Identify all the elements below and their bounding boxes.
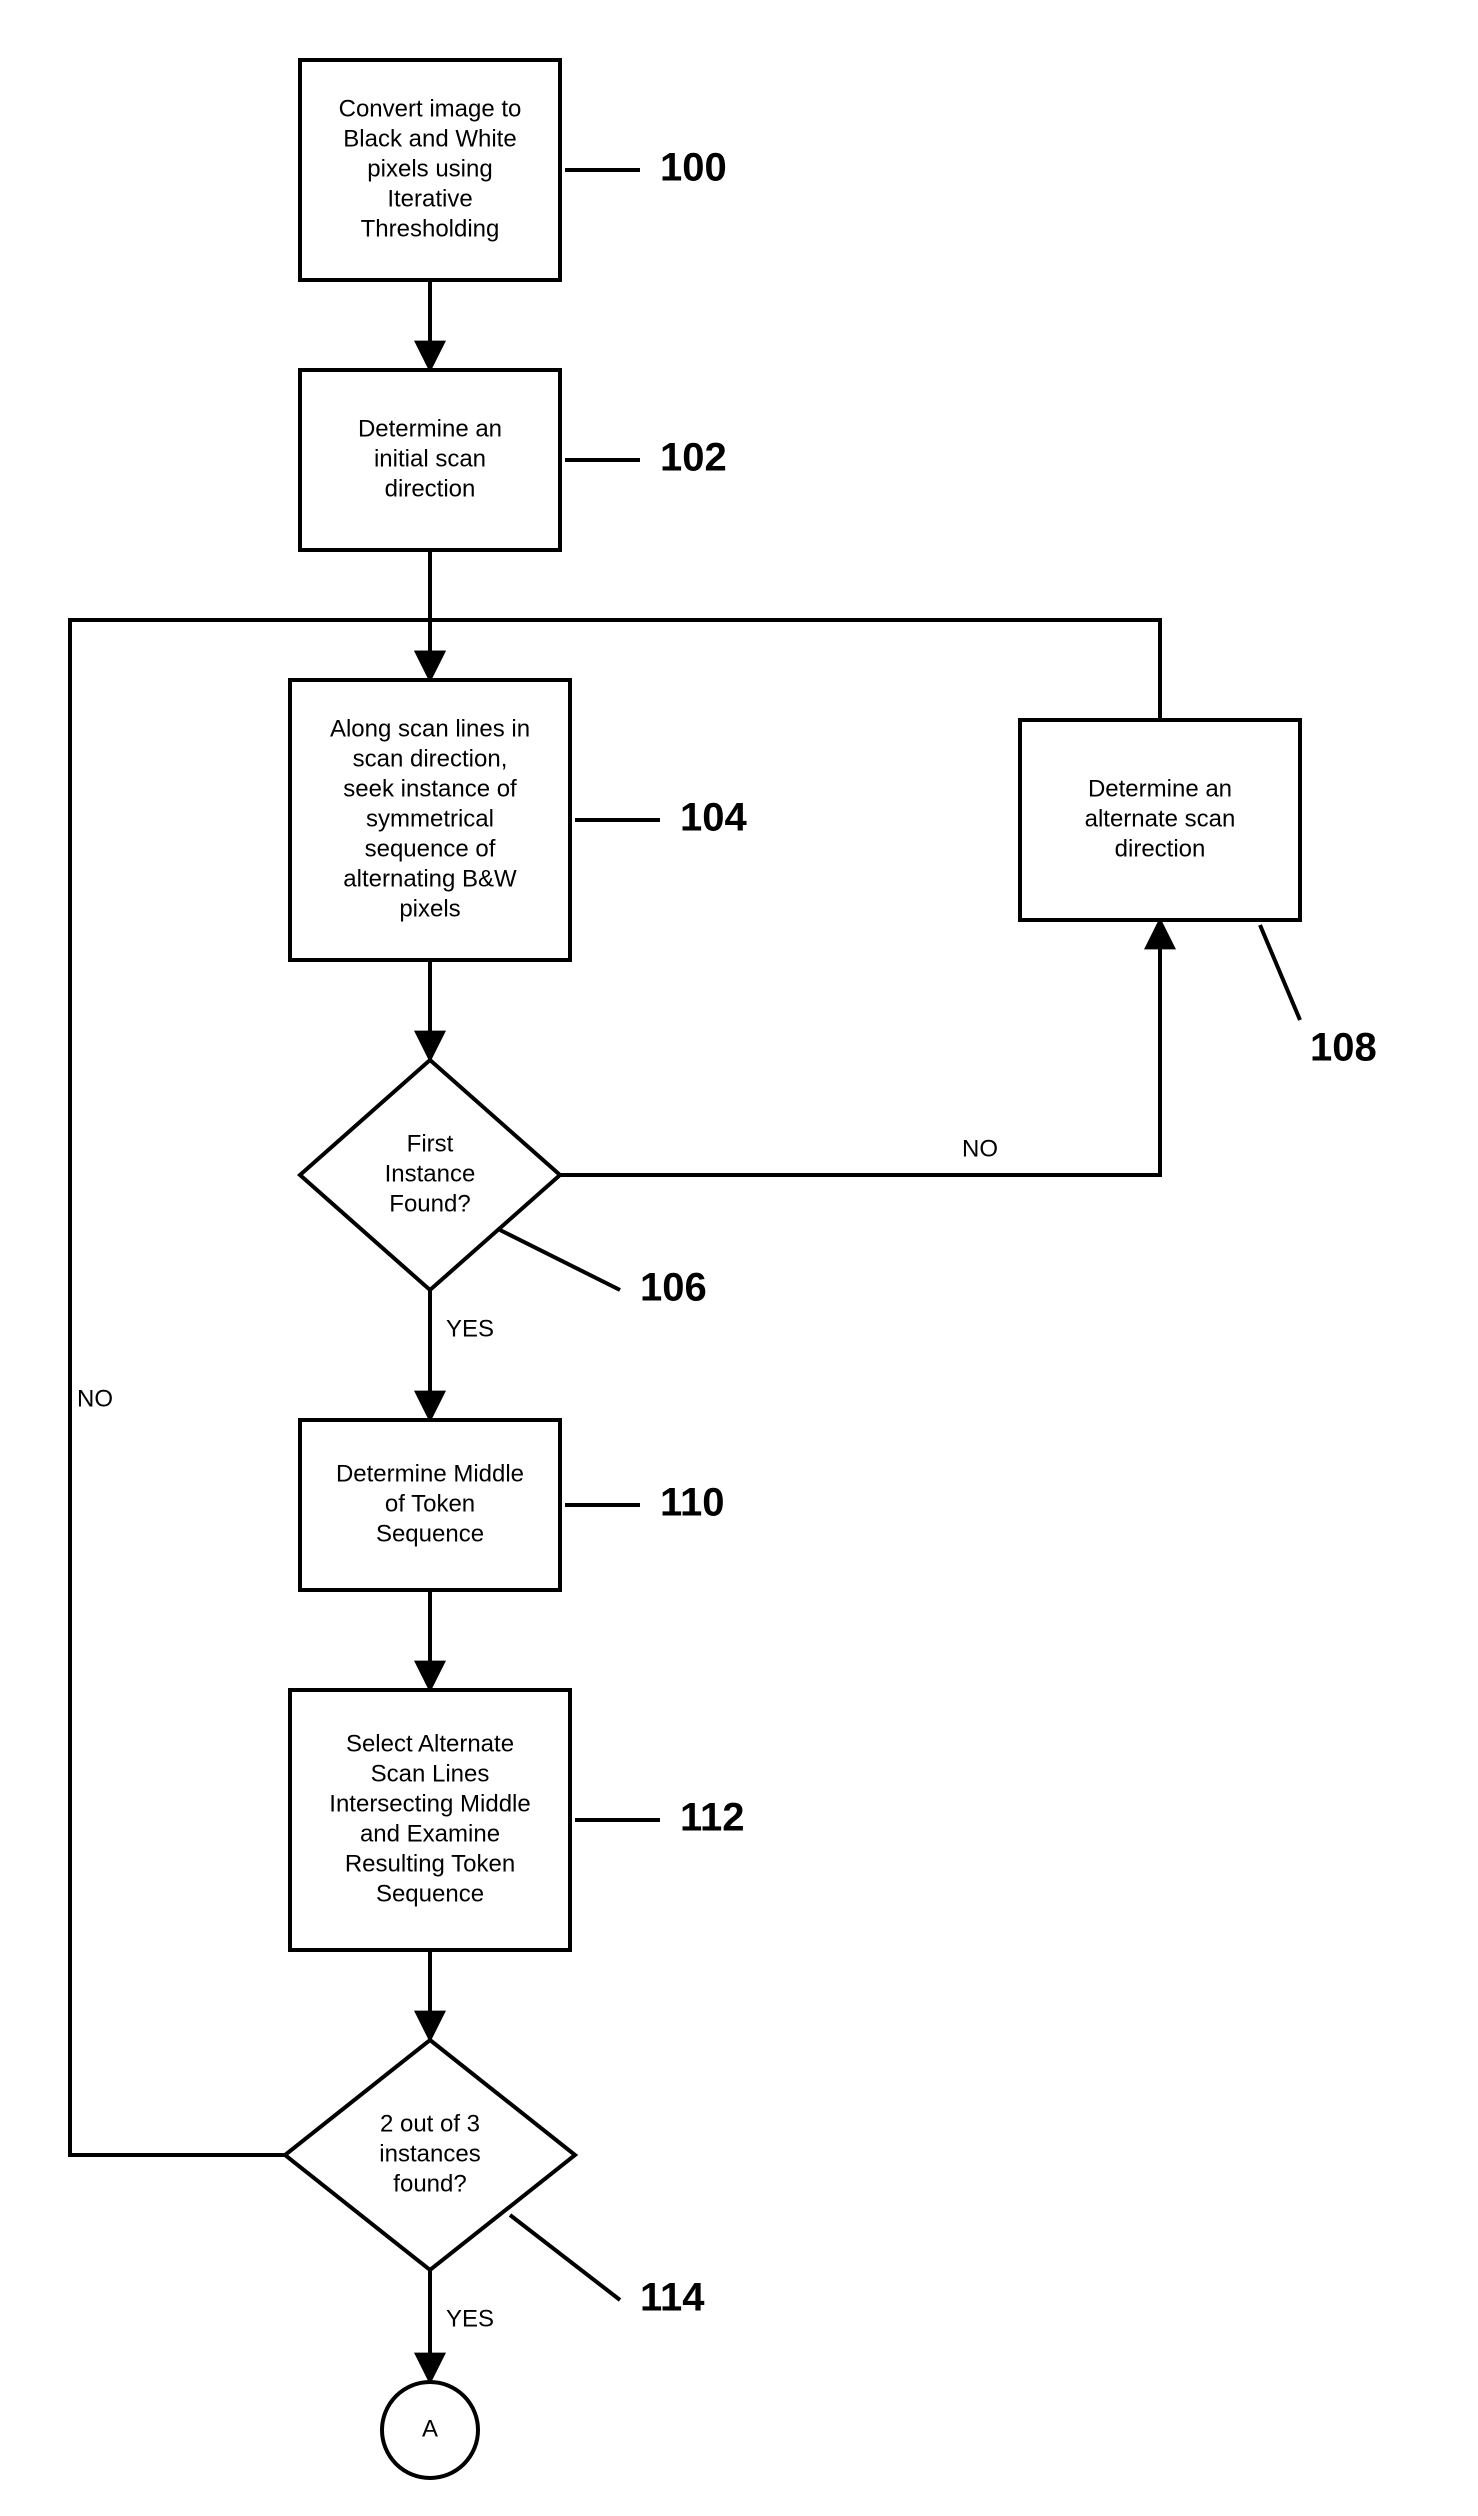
svg-text:Along scan lines in: Along scan lines in — [330, 715, 530, 742]
ref-label-n102: 102 — [660, 436, 727, 480]
node-d106: First Instance Found? 106 — [300, 1060, 707, 1310]
svg-text:initial scan: initial scan — [374, 445, 486, 472]
svg-text:symmetrical: symmetrical — [366, 805, 494, 832]
svg-text:pixels using: pixels using — [367, 155, 492, 182]
svg-text:Instance: Instance — [385, 1160, 476, 1187]
svg-text:of Token: of Token — [385, 1490, 475, 1517]
node-connA: A — [382, 2382, 478, 2478]
svg-text:Intersecting Middle: Intersecting Middle — [329, 1790, 530, 1817]
leader-d106 — [500, 1230, 620, 1290]
edge-label-e_106_108: NO — [962, 1135, 998, 1162]
svg-text:Determine Middle: Determine Middle — [336, 1460, 524, 1487]
svg-text:Scan Lines: Scan Lines — [371, 1760, 490, 1787]
ref-label-n100: 100 — [660, 146, 727, 190]
svg-text:Black and White: Black and White — [343, 125, 516, 152]
node-n112: Select Alternate Scan Lines Intersecting M… — [290, 1690, 745, 1950]
svg-text:sequence of: sequence of — [365, 835, 496, 862]
svg-text:alternate scan: alternate scan — [1085, 805, 1236, 832]
ref-label-n104: 104 — [680, 796, 747, 840]
svg-text:Resulting Token: Resulting Token — [345, 1850, 515, 1877]
svg-text:Select Alternate: Select Alternate — [346, 1730, 514, 1757]
node-n108: Determine an alternate scan direction 108 — [1020, 720, 1377, 1070]
edge-label-e_106_110: YES — [446, 1315, 494, 1342]
svg-text:Found?: Found? — [389, 1190, 470, 1217]
ref-label-d114: 114 — [640, 2276, 705, 2320]
ref-label-d106: 106 — [640, 1266, 707, 1310]
svg-text:Iterative: Iterative — [387, 185, 472, 212]
edge-label-e_114_104: NO — [77, 1385, 113, 1412]
svg-text:pixels: pixels — [399, 895, 460, 922]
node-n100: Convert image to Black and White pixels us… — [300, 60, 727, 280]
flowchart-canvas: YES YES NO NO Convert image to Black and Whit… — [0, 0, 1478, 2516]
edge-label-e_114_A: YES — [446, 2305, 494, 2332]
ref-label-n110: 110 — [660, 1481, 725, 1525]
svg-text:2 out of 3: 2 out of 3 — [380, 2110, 480, 2137]
ref-label-n108: 108 — [1310, 1026, 1377, 1070]
leader-d114 — [510, 2215, 620, 2300]
svg-text:Determine an: Determine an — [1088, 775, 1232, 802]
svg-text:Determine an: Determine an — [358, 415, 502, 442]
nodes-layer: Convert image to Black and White pixels us… — [285, 60, 1377, 2478]
node-n110: Determine Middle of Token Sequence 110 — [300, 1420, 725, 1590]
svg-text:direction: direction — [385, 475, 476, 502]
edge-e_106_108 — [560, 920, 1160, 1175]
svg-text:alternating B&W: alternating B&W — [343, 865, 517, 892]
node-n104: Along scan lines in scan direction, seek i… — [290, 680, 747, 960]
svg-text:direction: direction — [1115, 835, 1206, 862]
node-d114: 2 out of 3 instances found? 114 — [285, 2040, 705, 2320]
svg-text:seek instance of: seek instance of — [343, 775, 517, 802]
ref-label-n112: 112 — [680, 1796, 745, 1840]
svg-text:scan direction,: scan direction, — [353, 745, 508, 772]
svg-text:Sequence: Sequence — [376, 1520, 484, 1547]
svg-text:and Examine: and Examine — [360, 1820, 500, 1847]
svg-text:A: A — [422, 2415, 438, 2442]
svg-text:Convert image to: Convert image to — [339, 95, 522, 122]
node-n102: Determine an initial scan direction 102 — [300, 370, 727, 550]
svg-text:found?: found? — [393, 2170, 466, 2197]
leader-n108 — [1260, 925, 1300, 1020]
svg-text:Sequence: Sequence — [376, 1880, 484, 1907]
svg-text:instances: instances — [379, 2140, 480, 2167]
svg-text:Thresholding: Thresholding — [361, 215, 500, 242]
svg-text:First: First — [407, 1130, 454, 1157]
edges-layer: YES YES NO NO — [70, 280, 1160, 2382]
